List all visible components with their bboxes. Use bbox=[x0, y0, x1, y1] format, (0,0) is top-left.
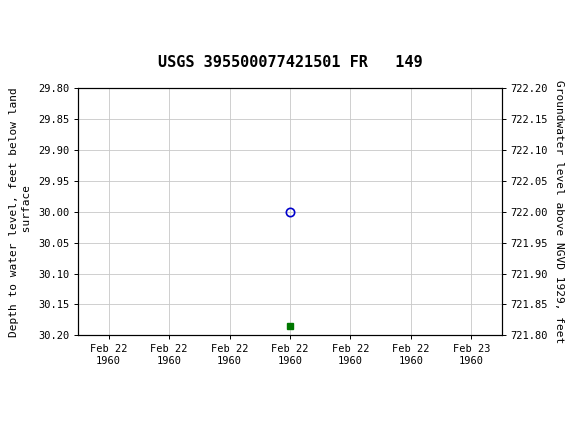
Y-axis label: Depth to water level, feet below land
 surface: Depth to water level, feet below land su… bbox=[9, 87, 32, 337]
Text: ≡: ≡ bbox=[1, 6, 22, 30]
Text: USGS: USGS bbox=[9, 9, 64, 27]
Y-axis label: Groundwater level above NGVD 1929, feet: Groundwater level above NGVD 1929, feet bbox=[554, 80, 564, 344]
Text: USGS 395500077421501 FR   149: USGS 395500077421501 FR 149 bbox=[158, 55, 422, 70]
